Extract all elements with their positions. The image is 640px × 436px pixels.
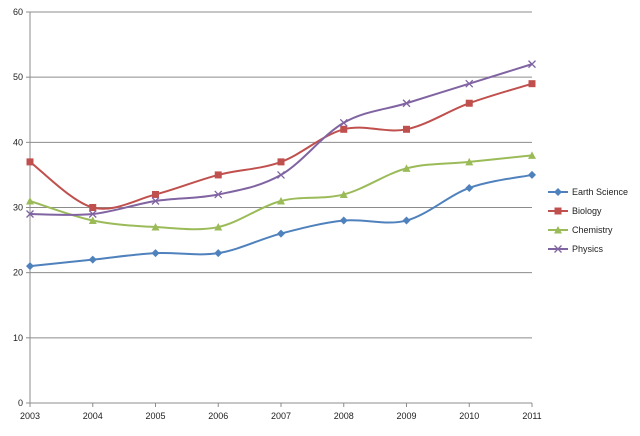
y-tick-label: 30 xyxy=(13,203,23,213)
data-point-physics-2007 xyxy=(277,170,285,179)
data-point-physics-2004 xyxy=(88,210,97,218)
legend-label: Chemistry xyxy=(572,225,613,235)
y-tick-label: 20 xyxy=(13,268,23,278)
data-point-biology-2011 xyxy=(528,80,536,88)
legend-label: Physics xyxy=(572,244,604,254)
legend-item-biology: Biology xyxy=(548,206,602,216)
data-point-biology-2005 xyxy=(152,190,159,198)
legend: Earth Science Biology Chemistry Physics xyxy=(548,187,628,254)
legend-marker xyxy=(554,245,562,253)
data-point-earth-science-2005 xyxy=(151,249,160,258)
data-point-biology-2006 xyxy=(214,171,222,179)
data-point-chemistry-2005 xyxy=(151,223,160,231)
data-point-physics-2011 xyxy=(528,60,536,69)
legend-item-physics: Physics xyxy=(548,244,604,254)
y-tick-label: 40 xyxy=(13,137,23,147)
y-tick-label: 50 xyxy=(13,72,23,82)
data-point-earth-science-2004 xyxy=(88,255,97,264)
data-point-earth-science-2003 xyxy=(26,262,34,271)
data-point-earth-science-2008 xyxy=(339,216,348,225)
data-point-physics-2008 xyxy=(339,118,348,127)
x-tick-label: 2011 xyxy=(522,411,541,421)
legend-item-earth-science: Earth Science xyxy=(548,187,628,197)
data-point-physics-2010 xyxy=(465,79,474,88)
legend-marker xyxy=(554,226,562,234)
data-point-chemistry-2011 xyxy=(528,151,536,159)
legend-item-chemistry: Chemistry xyxy=(548,225,613,235)
y-tick-label: 60 xyxy=(13,7,23,17)
y-tick-label: 0 xyxy=(18,398,23,408)
x-tick-label: 2007 xyxy=(271,411,291,421)
data-point-chemistry-2004 xyxy=(88,216,97,225)
data-point-biology-2008 xyxy=(340,125,348,133)
series-line-earth-science xyxy=(29,173,533,268)
x-tick-label: 2005 xyxy=(145,411,165,421)
series-line-physics xyxy=(29,63,533,216)
data-point-earth-science-2011 xyxy=(528,170,536,179)
data-point-biology-2003 xyxy=(26,158,34,166)
legend-marker xyxy=(554,207,562,215)
x-tick-label: 2006 xyxy=(208,411,228,421)
data-point-physics-2003 xyxy=(26,210,34,218)
data-points xyxy=(26,60,536,271)
axes: 0 10 20 30 40 50 60 2003 2004 2005 2006 2007 2008 200… xyxy=(13,7,542,421)
data-point-earth-science-2006 xyxy=(214,249,223,258)
data-point-chemistry-2009 xyxy=(402,164,411,172)
data-point-biology-2004 xyxy=(89,204,97,211)
legend-label: Biology xyxy=(572,206,602,216)
y-tick-label: 10 xyxy=(13,333,23,343)
data-point-chemistry-2003 xyxy=(26,196,34,205)
x-tick-label: 2004 xyxy=(83,411,103,421)
data-point-biology-2007 xyxy=(277,158,285,166)
x-tick-label: 2009 xyxy=(396,411,416,421)
data-point-chemistry-2007 xyxy=(277,196,285,205)
x-tick-label: 2003 xyxy=(20,411,40,421)
data-point-earth-science-2009 xyxy=(402,216,411,225)
x-tick-label: 2008 xyxy=(334,411,354,421)
legend-marker xyxy=(554,188,562,196)
series-line-biology xyxy=(29,82,533,210)
data-point-earth-science-2010 xyxy=(465,183,474,192)
data-point-physics-2006 xyxy=(214,190,223,199)
data-point-chemistry-2010 xyxy=(465,157,474,166)
legend-label: Earth Science xyxy=(572,187,628,197)
data-point-chemistry-2006 xyxy=(214,223,223,231)
data-point-biology-2009 xyxy=(403,125,410,133)
series-line-chemistry xyxy=(29,154,533,231)
data-point-chemistry-2008 xyxy=(339,190,348,198)
data-point-physics-2009 xyxy=(402,99,411,108)
data-point-biology-2010 xyxy=(465,99,473,107)
x-tick-label: 2010 xyxy=(459,411,479,421)
data-point-earth-science-2007 xyxy=(277,229,285,238)
data-point-physics-2005 xyxy=(151,197,160,205)
